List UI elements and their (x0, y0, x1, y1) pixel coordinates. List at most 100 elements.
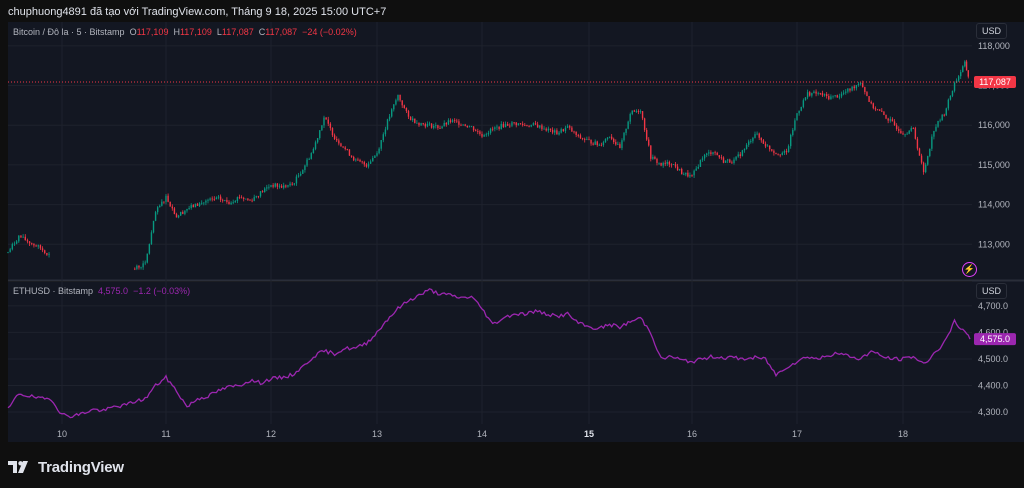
btc-candle-body (809, 92, 811, 96)
btc-candle-body (678, 169, 681, 171)
chart-caption: chuphuong4891 đã tạo với TradingView.com… (8, 6, 387, 18)
btc-candle-body (391, 109, 393, 117)
btc-candle-body (825, 94, 828, 97)
btc-symbol[interactable]: Bitcoin / Đô la · 5 · Bitstamp (13, 27, 125, 37)
footer-branding: TradingView (8, 456, 124, 478)
btc-candle-body (681, 169, 683, 175)
btc-candle-body (592, 143, 594, 145)
btc-currency-button[interactable]: USD (976, 23, 1008, 39)
btc-candle-body (485, 134, 487, 136)
btc-candle-body (31, 243, 33, 245)
btc-candle-body (794, 120, 796, 130)
btc-candle-body (560, 129, 562, 133)
btc-candle-body (219, 196, 222, 200)
btc-candle-body (46, 253, 48, 255)
btc-candle-body (401, 100, 403, 106)
btc-change: −24 (−0.02%) (302, 27, 357, 37)
btc-candle-body (468, 126, 471, 128)
btc-open-label: O (129, 27, 137, 37)
btc-candle-body (492, 128, 494, 130)
btc-candle-body (382, 134, 384, 141)
btc-candle-body (912, 128, 915, 129)
btc-candle-body (613, 138, 615, 143)
btc-candle-body (9, 249, 11, 253)
btc-candle-body (414, 118, 416, 123)
btc-candle-body (238, 197, 241, 198)
btc-candle-body (405, 107, 408, 111)
btc-candle-body (11, 244, 14, 250)
btc-candle-body (264, 188, 266, 193)
btc-candle-body (445, 122, 447, 125)
btc-candle-body (545, 128, 547, 131)
btc-candle-body (201, 202, 203, 204)
btc-candle-body (610, 136, 613, 139)
eth-symbol[interactable]: ETHUSD · Bitstamp (13, 286, 94, 296)
btc-candle-body (319, 130, 321, 139)
btc-candle-body (18, 235, 20, 242)
btc-candle-body (927, 156, 929, 165)
btc-candle-body (933, 130, 935, 137)
btc-candle-body (584, 138, 586, 140)
btc-candle-body (283, 185, 285, 188)
btc-candle-body (920, 155, 923, 163)
btc-candle-body (619, 144, 621, 149)
btc-candle-body (849, 88, 851, 91)
btc-candle-body (722, 157, 725, 163)
btc-candle-body (496, 126, 498, 128)
btc-candle-body (639, 111, 642, 112)
btc-candle-body (750, 141, 752, 142)
btc-candle-body (203, 202, 205, 204)
btc-candle-body (783, 151, 786, 153)
btc-candle-body (962, 66, 964, 73)
price-axis (972, 22, 1024, 442)
x-tick-label: 15 (584, 429, 594, 439)
btc-candle-body (500, 123, 502, 129)
btc-candle-body (727, 159, 729, 161)
btc-candle-body (864, 87, 866, 93)
btc-candle-body (504, 124, 507, 128)
btc-candle-body (823, 94, 826, 96)
btc-candle-body (951, 90, 954, 96)
eth-y-tick-label: 4,400.0 (978, 381, 1008, 391)
btc-candle-body (167, 195, 169, 202)
btc-candle-body (388, 116, 391, 120)
btc-candle-body (20, 235, 22, 238)
btc-candle-body (433, 125, 435, 128)
btc-candle-body (868, 96, 870, 102)
btc-low-value: 117,087 (221, 27, 254, 37)
btc-candle-body (541, 125, 543, 130)
eth-currency-button[interactable]: USD (976, 283, 1008, 299)
btc-candle-body (348, 149, 351, 156)
btc-candle-body (737, 154, 739, 157)
btc-candle-body (965, 61, 968, 71)
btc-candle-body (418, 122, 420, 126)
lightning-icon[interactable]: ⚡ (962, 262, 977, 277)
btc-candle-body (656, 158, 658, 163)
btc-candle-body (384, 129, 387, 135)
btc-candle-body (551, 129, 554, 133)
btc-candle-body (454, 120, 456, 122)
btc-candle-body (228, 201, 230, 205)
btc-candle-body (302, 169, 304, 174)
btc-candle-body (885, 114, 887, 119)
x-tick-label: 12 (266, 429, 276, 439)
btc-candle-body (857, 83, 860, 86)
btc-candle-body (666, 162, 668, 164)
btc-candle-body (456, 120, 458, 122)
btc-candle-body (257, 196, 260, 198)
btc-candle-body (937, 120, 939, 127)
btc-candle-body (650, 145, 652, 159)
btc-candle-body (372, 157, 374, 162)
btc-candle-body (230, 202, 232, 205)
btc-candle-body (762, 140, 765, 144)
btc-candle-body (802, 100, 805, 107)
btc-candle-body (498, 126, 500, 129)
btc-candle-body (830, 96, 832, 100)
btc-candle-body (872, 103, 875, 109)
btc-candle-body (261, 191, 264, 193)
btc-candle-body (526, 125, 528, 127)
btc-candle-body (259, 191, 262, 197)
btc-candle-body (735, 156, 737, 160)
btc-candle-body (817, 92, 819, 94)
